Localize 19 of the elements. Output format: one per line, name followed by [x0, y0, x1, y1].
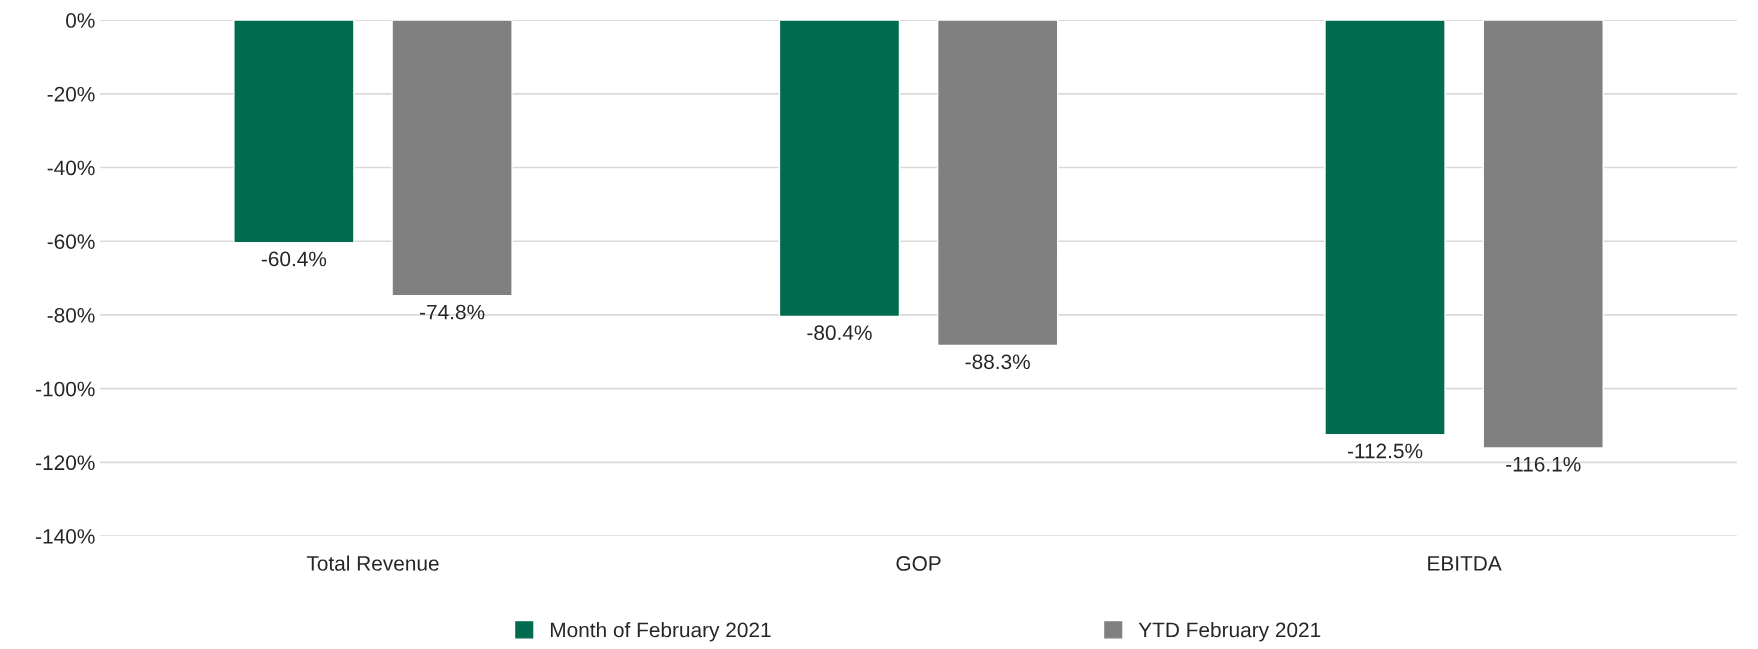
data-label: -112.5%: [1347, 443, 1423, 459]
y-tick-label: 0%: [66, 13, 95, 28]
data-label: -74.8%: [420, 304, 485, 320]
data-label: -88.3%: [965, 354, 1030, 370]
data-label: -116.1%: [1506, 456, 1581, 472]
legend-label: YTD February 2021: [1138, 622, 1321, 642]
x-tick-label: Total Revenue: [306, 555, 439, 571]
data-label: -60.4%: [261, 251, 327, 267]
y-tick-label: -40%: [47, 160, 95, 176]
x-tick-label: EBITDA: [1428, 556, 1502, 571]
y-tick-label: -20%: [47, 86, 95, 102]
y-tick-label: -140%: [36, 529, 95, 544]
y-tick-label: -120%: [36, 455, 95, 471]
legend-label: Month of February 2021: [550, 622, 771, 642]
y-tick-label: -60%: [47, 234, 95, 249]
y-tick-label: -100%: [36, 381, 95, 397]
data-label: -80.4%: [807, 325, 872, 341]
y-tick-label: -80%: [47, 307, 95, 323]
x-tick-label: GOP: [896, 556, 941, 571]
